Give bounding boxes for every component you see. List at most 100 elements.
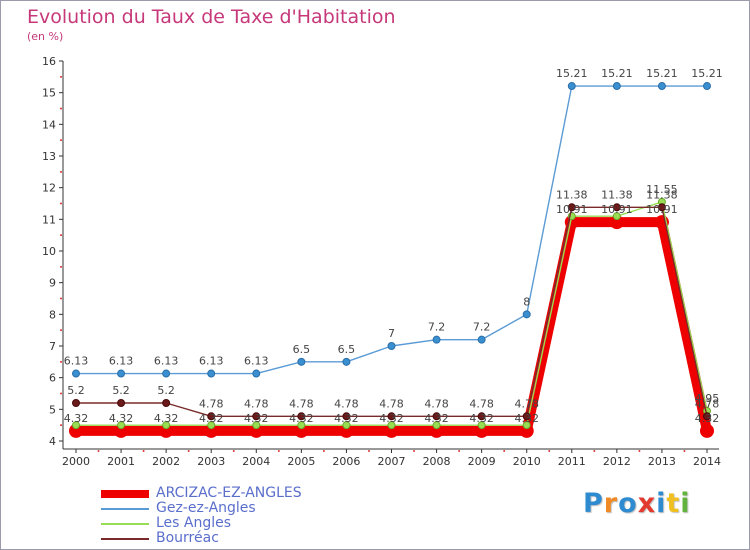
data-label: 4.78 bbox=[244, 397, 269, 410]
x-minor-tick bbox=[593, 450, 596, 452]
data-point bbox=[477, 412, 486, 421]
x-minor-tick bbox=[97, 450, 100, 452]
x-minor-tick bbox=[277, 450, 280, 452]
y-minor-tick bbox=[60, 329, 62, 332]
legend-swatch-bourreac bbox=[101, 538, 149, 540]
logo-letter: P bbox=[583, 488, 604, 519]
x-tick-label: 2014 bbox=[693, 455, 721, 468]
data-point bbox=[72, 421, 80, 430]
data-point bbox=[657, 82, 666, 91]
x-minor-tick bbox=[683, 450, 686, 452]
data-label: 15.21 bbox=[601, 67, 633, 80]
data-point bbox=[297, 421, 306, 430]
data-label: 4.95 bbox=[695, 392, 720, 405]
x-minor-tick bbox=[142, 450, 145, 452]
data-point bbox=[522, 421, 531, 430]
data-label: 11.38 bbox=[601, 188, 633, 201]
data-point bbox=[432, 421, 441, 430]
data-point bbox=[117, 399, 126, 407]
data-label: 4.32 bbox=[514, 412, 539, 425]
data-point bbox=[252, 369, 261, 378]
chart-title: Evolution du Taux de Taxe d'Habitation bbox=[27, 6, 396, 28]
data-point bbox=[297, 412, 306, 421]
data-label: 5.2 bbox=[157, 384, 175, 397]
y-minor-tick bbox=[60, 265, 62, 268]
data-label: 4.78 bbox=[334, 397, 359, 410]
data-label: 4.78 bbox=[424, 397, 449, 410]
y-minor-tick bbox=[60, 234, 62, 237]
data-label: 6.13 bbox=[199, 355, 224, 368]
data-point bbox=[252, 421, 261, 430]
data-label: 4.78 bbox=[695, 397, 720, 410]
data-label: 4.78 bbox=[199, 397, 224, 410]
y-minor-tick bbox=[60, 170, 62, 173]
y-minor-tick bbox=[60, 75, 62, 78]
data-point bbox=[207, 421, 216, 430]
data-label: 6.13 bbox=[109, 355, 134, 368]
data-label: 4.32 bbox=[64, 412, 89, 425]
x-tick-label: 2012 bbox=[603, 455, 631, 468]
data-label: 10.91 bbox=[646, 203, 678, 216]
data-label: 4.32 bbox=[244, 412, 269, 425]
data-point bbox=[432, 335, 441, 344]
data-label: 4.78 bbox=[514, 397, 539, 410]
x-tick-label: 2010 bbox=[513, 455, 541, 468]
logo-letter: o bbox=[618, 488, 638, 519]
data-label: 6.13 bbox=[244, 355, 269, 368]
data-label: 10.91 bbox=[556, 203, 588, 216]
legend-label-gez: Gez-ez-Angles bbox=[156, 500, 256, 516]
data-label: 8 bbox=[523, 295, 530, 308]
data-point bbox=[700, 423, 714, 438]
data-label: 10.91 bbox=[601, 203, 633, 216]
data-point bbox=[342, 412, 351, 421]
data-point bbox=[612, 203, 621, 212]
data-point bbox=[387, 421, 396, 430]
data-point bbox=[252, 412, 261, 421]
y-minor-tick bbox=[60, 392, 62, 395]
y-tick-label: 10 bbox=[42, 245, 56, 258]
data-label: 4.32 bbox=[379, 412, 404, 425]
data-label: 4.32 bbox=[469, 412, 494, 425]
data-label: 7.2 bbox=[473, 321, 491, 334]
data-label: 4.32 bbox=[109, 412, 134, 425]
y-tick-label: 9 bbox=[49, 277, 56, 290]
data-point bbox=[477, 335, 486, 344]
data-label: 15.21 bbox=[646, 67, 678, 80]
y-tick-label: 16 bbox=[42, 55, 56, 68]
data-label: 4.32 bbox=[334, 412, 359, 425]
data-point bbox=[342, 421, 351, 430]
x-minor-tick bbox=[232, 450, 235, 452]
x-minor-tick bbox=[367, 450, 370, 452]
y-minor-tick bbox=[60, 202, 62, 205]
logo-letter: i bbox=[680, 488, 691, 519]
data-point bbox=[162, 421, 171, 430]
data-point bbox=[522, 412, 531, 421]
data-point bbox=[703, 412, 711, 421]
x-minor-tick bbox=[187, 450, 190, 452]
data-label: 7 bbox=[388, 327, 395, 340]
y-tick-label: 7 bbox=[49, 340, 56, 353]
x-tick-label: 2001 bbox=[107, 455, 135, 468]
logo-letter: i bbox=[656, 488, 667, 519]
legend-label-arcizac: ARCIZAC-EZ-ANGLES bbox=[156, 485, 302, 501]
proxiti-logo[interactable]: Proxiti bbox=[583, 488, 691, 519]
data-point bbox=[612, 82, 621, 91]
y-tick-label: 5 bbox=[49, 403, 56, 416]
y-minor-tick bbox=[60, 297, 62, 300]
x-tick-label: 2005 bbox=[287, 455, 315, 468]
x-tick-label: 2003 bbox=[197, 455, 225, 468]
data-point bbox=[657, 203, 666, 212]
legend-label-bourreac: Bourréac bbox=[156, 530, 219, 546]
data-point bbox=[342, 357, 351, 366]
x-tick-label: 2000 bbox=[62, 455, 90, 468]
data-point bbox=[117, 421, 126, 430]
data-label: 4.32 bbox=[424, 412, 449, 425]
legend-label-les-angles: Les Angles bbox=[156, 515, 232, 531]
data-point bbox=[522, 310, 531, 319]
y-minor-tick bbox=[60, 360, 62, 363]
y-tick-label: 8 bbox=[49, 308, 56, 321]
x-tick-label: 2008 bbox=[423, 455, 451, 468]
data-label: 4.32 bbox=[289, 412, 314, 425]
x-minor-tick bbox=[503, 450, 506, 452]
y-minor-tick bbox=[60, 139, 62, 142]
